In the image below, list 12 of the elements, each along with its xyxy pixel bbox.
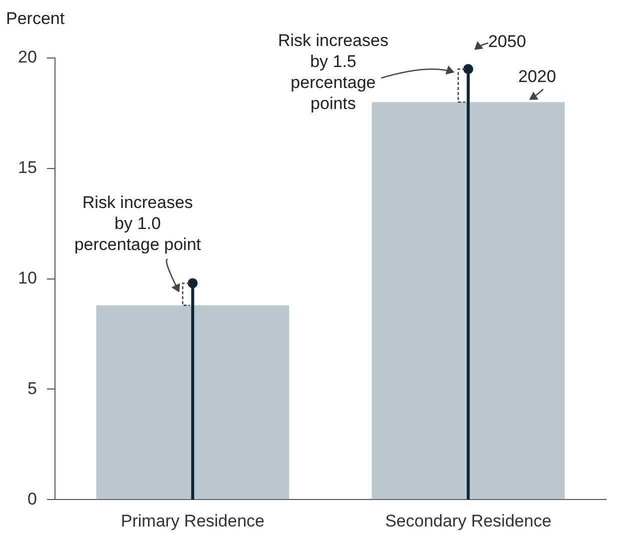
annotation: Risk increases by 1.5 percentage points: [276, 30, 390, 114]
series-label: 2020: [518, 66, 556, 88]
series-label: 2050: [488, 31, 526, 52]
y-tick-label: 20: [18, 48, 37, 67]
y-tick-label: 5: [27, 378, 37, 398]
y-tick-label: 0: [27, 489, 37, 508]
x-tick-label: Primary Residence: [120, 511, 264, 530]
y-tick-label: 15: [18, 158, 37, 178]
annotation: Risk increases by 1.0 percentage point: [73, 192, 202, 256]
y-tick-label: 10: [18, 268, 37, 288]
y-axis-title: Percent: [6, 8, 65, 29]
x-tick-label: Secondary Residence: [385, 511, 552, 530]
